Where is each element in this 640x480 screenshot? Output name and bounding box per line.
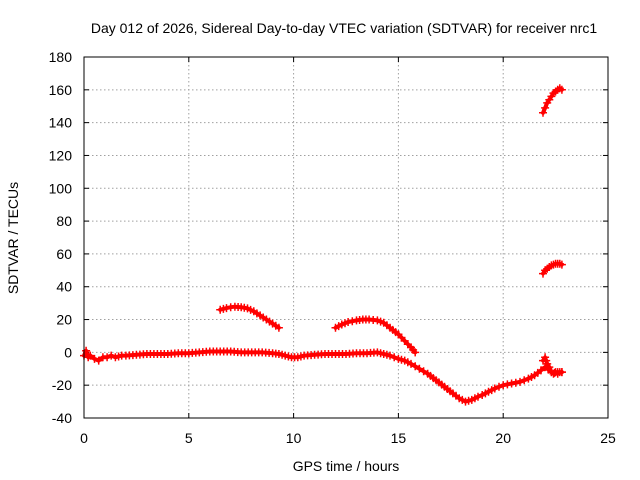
y-tick-label: -20	[52, 377, 72, 393]
data-point	[419, 367, 428, 376]
data-point	[503, 380, 512, 389]
x-tick-label: 15	[391, 430, 407, 446]
data-point	[557, 368, 566, 377]
data-point	[557, 260, 566, 269]
y-tick-label: 140	[49, 115, 73, 131]
data-point	[415, 364, 424, 373]
y-tick-label: 0	[64, 344, 72, 360]
data-point	[390, 353, 399, 362]
data-point	[94, 356, 103, 365]
data-point	[411, 348, 420, 357]
series-baseline	[80, 346, 566, 406]
grid-lines	[84, 57, 608, 418]
data-point	[511, 378, 520, 387]
y-axis-ticks: -40 -20 0 20 40 60 80 100 120 140 160 180	[49, 49, 608, 426]
data-point	[407, 359, 415, 368]
data-point	[541, 103, 550, 112]
data-point	[545, 363, 554, 372]
series-trace	[82, 348, 564, 404]
data-point	[103, 353, 112, 362]
data-point	[348, 317, 357, 326]
data-point	[411, 362, 420, 371]
data-point	[520, 376, 529, 385]
data-point	[222, 304, 231, 313]
x-axis-label: GPS time / hours	[293, 458, 400, 474]
y-tick-label: -40	[52, 410, 72, 426]
data-point	[86, 351, 95, 360]
y-axis-label: SDTVAR / TECUs	[5, 182, 21, 294]
data-point	[539, 108, 547, 117]
data-series	[80, 84, 566, 406]
chart-title: Day 012 of 2026, Sidereal Day-to-day VTE…	[91, 20, 597, 36]
x-tick-label: 5	[185, 430, 193, 446]
data-point	[90, 354, 99, 363]
data-point	[274, 323, 283, 332]
series-arc-1	[216, 302, 283, 332]
y-tick-label: 40	[56, 279, 72, 295]
series-jump-segment	[539, 353, 566, 378]
y-tick-label: 60	[56, 246, 72, 262]
y-tick-label: 100	[49, 180, 73, 196]
plot-frame	[83, 56, 609, 419]
x-axis-ticks: 0 5 10 15 20 25	[80, 57, 616, 446]
data-point	[344, 318, 353, 326]
data-point	[107, 351, 116, 360]
series-arc-2	[331, 315, 420, 357]
x-tick-label: 0	[80, 430, 88, 446]
data-point	[474, 392, 482, 401]
y-tick-label: 160	[49, 82, 73, 98]
x-tick-label: 20	[495, 430, 511, 446]
data-point	[495, 382, 503, 391]
data-point	[536, 366, 545, 375]
data-point	[386, 351, 394, 360]
data-point	[490, 384, 499, 393]
series-arc-3	[539, 259, 566, 278]
series-trace	[541, 86, 564, 115]
y-tick-label: 20	[56, 312, 72, 328]
y-tick-label: 80	[56, 213, 72, 229]
x-tick-label: 25	[600, 430, 616, 446]
data-point	[499, 381, 508, 390]
x-tick-label: 10	[286, 430, 302, 446]
y-tick-label: 180	[49, 49, 73, 65]
data-point	[507, 379, 516, 388]
series-arc-4	[539, 84, 566, 117]
data-point	[516, 377, 524, 386]
data-point	[557, 85, 566, 94]
y-tick-label: 120	[49, 147, 73, 163]
